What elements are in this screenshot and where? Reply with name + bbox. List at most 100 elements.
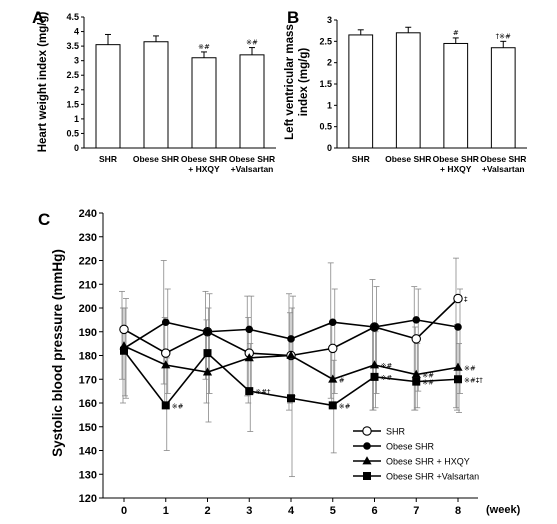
- lv-y-tick-label: 2.5: [319, 36, 332, 46]
- sbp-significance-mark: #: [339, 376, 345, 384]
- sbp-y-tick-label: 230: [79, 232, 97, 244]
- sbp-point-obese-shr-hxqy: [411, 369, 421, 378]
- lv-y-tick-label: 2: [327, 58, 332, 68]
- hw-y-tick-label: 4: [74, 27, 79, 37]
- sbp-point-obese-shr-valsartan: [454, 375, 462, 384]
- sbp-x-tick-label: 7: [413, 505, 419, 517]
- hw-y-tick-label: 1: [74, 114, 79, 124]
- sbp-point-shr: [119, 324, 129, 335]
- heart-weight-bar-chart: 0 0.5 1 1.5 2 2.5 3 3.5 4 4.5 SHR Obese SHR ※# Obese …: [66, 12, 276, 174]
- legend-label-shr: SHR: [386, 427, 406, 437]
- sbp-series-line-obese-shr: [123, 319, 459, 350]
- lv-category-label: +Valsartan: [482, 164, 525, 174]
- sbp-y-tick-label: 140: [79, 446, 97, 458]
- hw-y-tick-label: 4.5: [66, 12, 79, 22]
- sbp-point-obese-shr: [245, 325, 254, 334]
- lv-category-label: Obese SHR: [480, 154, 526, 164]
- sbp-y-axis-label: Systolic blood pressure (mmHg): [50, 249, 65, 457]
- sbp-point-obese-shr: [161, 318, 170, 327]
- hw-y-tick-label: 2.5: [66, 70, 79, 80]
- hw-y-tick-label: 2: [74, 85, 79, 95]
- sbp-x-tick-label: 3: [246, 505, 252, 517]
- panel-a-label: A: [32, 8, 44, 27]
- hw-category-label: Obese SHR: [229, 154, 275, 164]
- legend-marker-obese-shr-hxqy: [362, 456, 372, 465]
- sbp-y-tick-label: 210: [79, 279, 97, 291]
- sbp-significance-mark: ※#: [464, 364, 476, 372]
- lv-y-tick-label: 0: [327, 143, 332, 153]
- sbp-significance-mark: ※#: [381, 374, 393, 382]
- panel-b-label: B: [287, 8, 299, 27]
- legend-marker-obese-shr-valsartan: [363, 472, 371, 480]
- sbp-x-tick-label: 2: [204, 505, 210, 517]
- sbp-point-obese-shr-valsartan: [370, 372, 379, 381]
- hw-bar: [95, 44, 121, 149]
- sbp-y-tick-label: 130: [79, 469, 97, 481]
- sbp-point-obese-shr-valsartan: [161, 401, 170, 410]
- sbp-point-shr: [161, 348, 171, 358]
- sbp-y-tick-label: 160: [79, 398, 97, 410]
- lv-category-label: + HXQY: [440, 164, 472, 174]
- lv-bar: [348, 34, 374, 149]
- sbp-point-obese-shr-hxqy: [286, 350, 296, 359]
- sbp-x-axis-label: (week): [486, 504, 521, 516]
- lv-category-label: SHR: [352, 154, 370, 164]
- hw-y-tick-label: 1.5: [66, 99, 79, 109]
- sbp-y-tick-label: 200: [79, 303, 97, 315]
- hw-category-label: SHR: [99, 154, 117, 164]
- sbp-point-obese-shr: [203, 327, 212, 336]
- lv-y-tick-label: 1.5: [319, 79, 332, 89]
- sbp-y-tick-label: 150: [79, 422, 97, 434]
- sbp-point-obese-shr-valsartan: [287, 394, 295, 403]
- sbp-point-obese-shr: [412, 316, 421, 324]
- legend-label-obese-shr-hxqy: Obese SHR + HXQY: [386, 457, 470, 467]
- lv-mass-y-axis-label-line2: index (mg/g): [298, 48, 310, 117]
- sbp-point-obese-shr: [328, 318, 337, 327]
- systolic-bp-line-chart: 120 130 140 150 160 170 180 190 200 210 220 230 240 0…: [79, 208, 484, 517]
- legend-label-obese-shr: Obese SHR: [386, 442, 435, 452]
- lv-bar: [490, 47, 516, 149]
- hw-bar: [143, 41, 169, 149]
- sbp-significance-mark: ※#: [172, 402, 184, 410]
- hw-category-label: +Valsartan: [231, 164, 274, 174]
- lv-bar: [443, 42, 469, 149]
- sbp-point-obese-shr-hxqy: [244, 353, 254, 362]
- hw-y-tick-label: 0: [74, 143, 79, 153]
- sbp-significance-mark: ※#: [339, 402, 351, 410]
- sbp-point-obese-shr-valsartan: [120, 346, 128, 355]
- sbp-point-shr: [453, 293, 463, 304]
- sbp-y-tick-label: 220: [79, 256, 97, 268]
- sbp-point-obese-shr: [454, 323, 462, 331]
- sbp-significance-mark: ※#: [422, 379, 434, 387]
- sbp-significance-mark: ※#: [381, 362, 393, 370]
- heart-weight-y-axis-label: Heart weight index (mg/g): [37, 12, 49, 153]
- hw-category-label: Obese SHR: [181, 154, 227, 164]
- sbp-significance-mark: ‡: [464, 296, 468, 304]
- hw-y-tick-label: 3.5: [66, 41, 79, 51]
- sbp-point-obese-shr-valsartan: [328, 401, 337, 410]
- sbp-x-tick-label: 5: [330, 505, 336, 517]
- hw-y-tick-label: 3: [74, 56, 79, 66]
- sbp-x-tick-label: 1: [163, 505, 169, 517]
- sbp-point-obese-shr-valsartan: [245, 387, 254, 396]
- lv-y-tick-label: 3: [327, 15, 332, 25]
- sbp-x-tick-label: 8: [455, 505, 461, 517]
- sbp-series-line-shr: [123, 297, 459, 357]
- lv-significance-mark: #: [453, 29, 459, 37]
- sbp-x-tick-label: 6: [371, 505, 377, 517]
- hw-bar: [239, 54, 265, 149]
- lv-category-label: Obese SHR: [385, 154, 431, 164]
- lv-y-tick-label: 0.5: [319, 122, 332, 132]
- hw-significance-mark: ※#: [246, 39, 258, 47]
- sbp-point-shr: [411, 334, 421, 344]
- sbp-significance-mark: ※#: [422, 372, 434, 380]
- lv-significance-mark: †※#: [496, 32, 511, 40]
- sbp-point-obese-shr-hxqy: [453, 362, 463, 371]
- lv-bar: [395, 32, 421, 149]
- sbp-point-obese-shr-hxqy: [369, 360, 380, 369]
- legend-marker-obese-shr: [363, 442, 371, 450]
- sbp-point-obese-shr-valsartan: [203, 349, 212, 358]
- panel-c-label: C: [38, 210, 50, 229]
- sbp-point-obese-shr-hxqy: [161, 360, 171, 369]
